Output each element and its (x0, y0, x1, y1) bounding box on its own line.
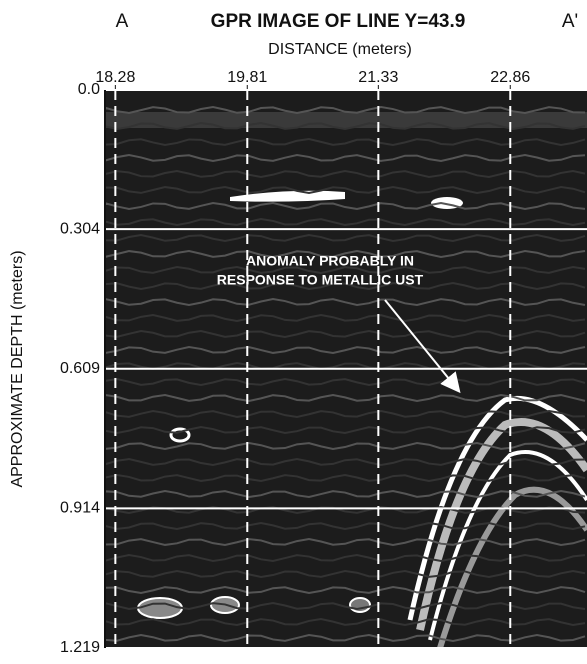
texture (105, 553, 586, 563)
texture (105, 137, 586, 147)
y-axis-label: APPROXIMATE DEPTH (meters) (9, 250, 26, 487)
texture (105, 489, 586, 499)
texture (105, 393, 586, 403)
texture (105, 265, 586, 275)
reflector (230, 190, 345, 202)
texture (105, 105, 586, 115)
texture (105, 329, 586, 339)
x-tick-label: 22.86 (490, 69, 530, 86)
end-label: A' (562, 11, 578, 32)
texture (105, 457, 586, 467)
y-tick-label: 0.914 (60, 500, 100, 517)
texture (105, 233, 586, 243)
texture (105, 297, 586, 307)
reflector (137, 597, 183, 619)
annotation-arrow (384, 299, 461, 394)
texture (105, 121, 586, 131)
chart-title: GPR IMAGE OF LINE Y=43.9 (211, 11, 466, 32)
texture (105, 313, 586, 323)
texture (105, 377, 586, 387)
texture (105, 585, 586, 595)
reflector (169, 427, 191, 443)
x-tick-label: 19.81 (227, 69, 267, 86)
texture (105, 249, 586, 259)
y-tick-label: 1.219 (60, 639, 100, 656)
texture (105, 153, 586, 163)
reflector (349, 597, 371, 613)
hyperbola (416, 418, 587, 631)
texture (105, 425, 586, 435)
texture (105, 169, 586, 179)
surface-band (105, 112, 587, 128)
x-axis-label: DISTANCE (meters) (268, 41, 412, 58)
texture (105, 281, 586, 291)
annotation: RESPONSE TO METALLIC UST (217, 272, 424, 288)
y-tick-label: 0.609 (60, 360, 100, 377)
texture (105, 361, 586, 371)
texture (105, 201, 586, 211)
annotation: ANOMALY PROBABLY IN (246, 253, 414, 269)
texture (105, 521, 586, 531)
texture (105, 617, 586, 627)
y-tick-label: 0.304 (60, 220, 100, 237)
texture (105, 601, 586, 611)
start-label: A (116, 11, 129, 32)
texture (105, 537, 586, 547)
texture (105, 633, 586, 643)
texture (105, 441, 586, 451)
texture (105, 473, 586, 483)
x-tick-label: 18.28 (95, 69, 135, 86)
texture (105, 569, 586, 579)
texture (105, 217, 586, 227)
x-tick-label: 21.33 (358, 69, 398, 86)
hyperbola (437, 486, 587, 648)
texture (105, 345, 586, 355)
y-tick-label: 0.0 (78, 81, 100, 98)
texture (105, 185, 586, 195)
texture (105, 409, 586, 419)
